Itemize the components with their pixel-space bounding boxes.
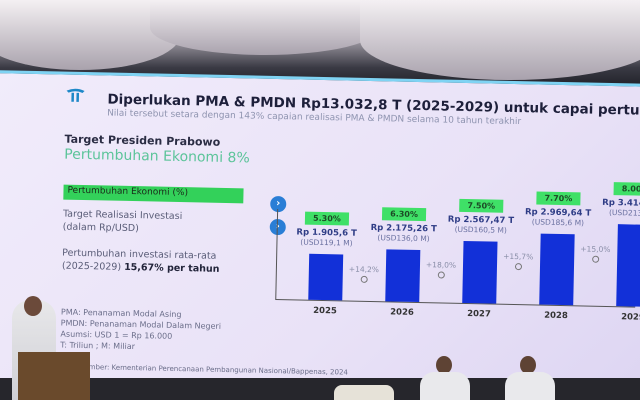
- growth-target: Pertumbuhan Ekonomi 8%: [64, 146, 250, 167]
- panelist: [505, 372, 555, 400]
- yoy-growth: +15,7%: [498, 252, 538, 271]
- panelist: [420, 372, 470, 400]
- bar-labels-2025: 5.30% Rp 1.905,6 T (USD119,1 M): [286, 205, 367, 248]
- circle-icon: [437, 271, 445, 279]
- chair: [334, 385, 394, 400]
- year-label: 2025: [313, 305, 337, 317]
- year-label: 2029: [621, 312, 640, 323]
- average-growth: Pertumbuhan investasi rata-rata (2025-202…: [61, 247, 220, 275]
- bar-labels-2027: 7.50% Rp 2.567,47 T (USD160,5 M): [441, 193, 522, 236]
- bar-labels-2029: 8.00%Rp 3.414,82 T(USD213,4 M): [595, 176, 640, 219]
- bar-2029: [616, 224, 640, 307]
- source-note: Sumber: Kementerian Perencanaan Pembangu…: [79, 362, 348, 377]
- usd-label: (USD119,1 M): [300, 237, 353, 248]
- usd-label: (USD185,6 M): [531, 217, 585, 228]
- yoy-growth: +18,0%: [421, 260, 461, 279]
- stage: [0, 378, 640, 400]
- year-label: 2027: [467, 309, 491, 320]
- usd-label: (USD213,4 M): [608, 207, 640, 218]
- bar-2027: [462, 241, 498, 304]
- circle-icon: [360, 276, 368, 284]
- growth-badge: 8.00%: [613, 182, 640, 197]
- growth-badge: 7.70%: [536, 191, 581, 206]
- circle-icon: [591, 255, 599, 263]
- bar-labels-2028: 7.70% Rp 2.969,64 T (USD185,6 M): [518, 185, 599, 228]
- growth-badge: 5.30%: [304, 211, 349, 226]
- panelist-head: [436, 356, 452, 374]
- circle-icon: [514, 263, 522, 271]
- value-label: Rp 2.969,64 T: [524, 206, 592, 219]
- usd-label: (USD136,0 M): [377, 232, 430, 243]
- legend-growth: Pertumbuhan Ekonomi (%): [63, 184, 244, 204]
- notes: PMA: Penanaman Modal Asing PMDN: Penanama…: [60, 307, 222, 352]
- value-label: Rp 2.175,26 T: [370, 222, 438, 235]
- growth-badge: 6.30%: [382, 206, 427, 221]
- year-label: 2028: [544, 310, 568, 322]
- bar-2028: [539, 233, 575, 306]
- ministry-logo-icon: [66, 88, 85, 102]
- legend-investment: Target Realisasi Investasi (dalam Rp/USD): [62, 208, 183, 235]
- speaker-head: [24, 296, 42, 316]
- growth-badge: 7.50%: [459, 199, 504, 214]
- podium: [18, 352, 90, 400]
- yoy-growth: +15,0%: [575, 244, 615, 263]
- bar-2026: [385, 249, 421, 303]
- bar-labels-2026: 6.30% Rp 2.175,26 T (USD136,0 M): [363, 201, 444, 244]
- year-label: 2026: [390, 307, 414, 318]
- panelist-head: [520, 356, 536, 374]
- chevron-right-icon: ›: [270, 195, 287, 213]
- presentation-slide: Diperlukan PMA & PMDN Rp13.032,8 T (2025…: [0, 70, 640, 396]
- bar-2025: [308, 253, 344, 301]
- yoy-growth: +14,2%: [344, 265, 384, 284]
- usd-label: (USD160,5 M): [454, 225, 507, 236]
